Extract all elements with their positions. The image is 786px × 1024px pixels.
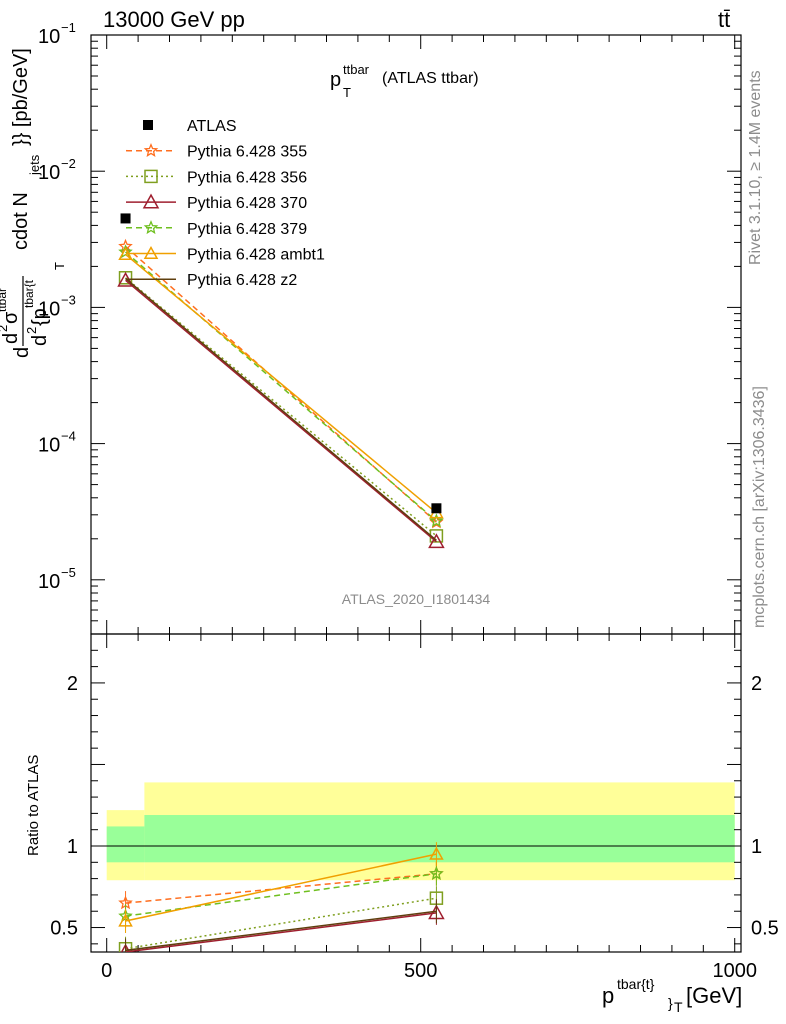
marker-star	[429, 513, 444, 528]
ylabel-sigma: σ	[0, 311, 22, 324]
ratio-y-tick-label-right: 1	[751, 836, 762, 858]
energy-label: 13000 GeV pp	[103, 7, 245, 32]
ylabel-p-sub: tbar{t	[22, 279, 36, 308]
ylabel-T: T	[52, 262, 67, 270]
data-point-atlas	[120, 213, 131, 224]
title-main: p	[330, 69, 341, 91]
mcplots-label: mcplots.cern.ch [arXiv:1306.3436]	[751, 386, 768, 628]
ylabel-d-top: d	[0, 333, 22, 344]
ratio-series-line	[125, 853, 437, 922]
y-axis-label: d d 2 σ ttbar d 2 {p tbar{t T cdot N jet…	[0, 48, 67, 358]
marker-triangle	[118, 913, 133, 927]
process-label: tt̄	[718, 7, 730, 32]
ylabel-d: d	[11, 347, 33, 358]
ylabel-two-bottom: 2	[24, 327, 39, 334]
ratio-plot-frame	[90, 633, 742, 953]
y-tick-label-base: 10	[38, 298, 60, 320]
xlabel-sub: T	[674, 999, 683, 1015]
legend-label: Pythia 6.428 ambt1	[187, 247, 325, 264]
xlabel-unit: [GeV]	[686, 983, 742, 1008]
marker-triangle	[143, 245, 159, 260]
title-sup: ttbar	[343, 62, 370, 77]
legend-label: Pythia 6.428 370	[187, 195, 307, 212]
y-tick-label-exp: −5	[61, 565, 76, 580]
ratio-series-line	[125, 872, 437, 917]
y-tick-label-exp: −3	[61, 292, 76, 307]
marker-star	[429, 866, 444, 880]
y-tick-label-base: 10	[38, 162, 60, 184]
x-axis-label: p tbar{t} } T [GeV]	[602, 976, 742, 1015]
xlabel-sup: tbar{t}	[617, 976, 655, 992]
y-tick-label-base: 10	[38, 435, 60, 457]
ratio-series-line	[125, 897, 437, 950]
marker-triangle	[429, 846, 444, 860]
ratio-series-line	[125, 912, 437, 952]
xlabel-brace: }	[668, 995, 673, 1011]
series-line	[125, 279, 437, 543]
ratio-series-line	[125, 910, 437, 952]
ylabel-jets: jets	[27, 154, 42, 176]
ratio-series-group	[118, 842, 445, 952]
ylabel-p-open: {p	[29, 308, 51, 326]
marker-star	[143, 220, 159, 235]
x-tick-label: 0	[101, 960, 112, 982]
legend-label: Pythia 6.428 z2	[187, 272, 297, 289]
ratio-series-line	[125, 872, 437, 904]
y-tick-label-exp: −4	[61, 429, 76, 444]
x-tick-label: 1000	[712, 960, 757, 982]
marker-triangle	[120, 943, 131, 952]
marker-star	[143, 143, 159, 157]
legend-label-atlas: ATLAS	[187, 118, 237, 135]
legend-marker-atlas	[143, 120, 153, 130]
y-tick-label-base: 10	[38, 26, 60, 48]
ratio-y-tick-label-left: 0.5	[50, 918, 78, 940]
ylabel-rest: cdot N	[10, 192, 32, 250]
y-tick-label-base: 10	[38, 571, 60, 593]
legend-label: Pythia 6.428 379	[187, 221, 307, 238]
analysis-id: ATLAS_2020_I1801434	[342, 591, 491, 607]
rivet-label: Rivet 3.1.10, ≥ 1.4M events	[747, 70, 764, 265]
plot-title: p ttbar T (ATLAS ttbar)	[330, 62, 479, 100]
ylabel-d-bottom: d	[29, 335, 51, 346]
data-point-atlas	[431, 503, 442, 514]
uncertainty-band-green	[106, 826, 145, 863]
title-rest: (ATLAS ttbar)	[382, 70, 479, 87]
ratio-y-tick-label-left: 2	[67, 673, 78, 695]
series-line	[125, 277, 437, 541]
marker-square	[118, 271, 133, 285]
title-sub: T	[343, 85, 351, 100]
xlabel-p: p	[602, 983, 614, 1008]
y-tick-label-exp: −1	[61, 20, 76, 35]
marker-square	[144, 169, 158, 184]
marker-triangle	[142, 193, 160, 209]
series-line	[125, 253, 437, 514]
y-tick-label-exp: −2	[61, 156, 76, 171]
ratio-y-tick-label-left: 1	[67, 836, 78, 858]
main-series-group	[117, 213, 445, 549]
legend-label: Pythia 6.428 355	[187, 144, 307, 161]
series-line	[125, 277, 437, 537]
ratio-y-tick-label-right: 2	[751, 673, 762, 695]
series-line	[125, 251, 437, 522]
marker-triangle	[428, 533, 445, 549]
legend-label: Pythia 6.428 356	[187, 169, 307, 186]
ratio-y-label: Ratio to ATLAS	[25, 755, 42, 856]
x-tick-label: 500	[404, 960, 437, 982]
ratio-y-tick-label-right: 0.5	[751, 918, 779, 940]
ylabel-tail: }} [pb/GeV]	[10, 48, 32, 146]
ylabel-sigma-sup: ttbar	[0, 288, 9, 312]
ylabel-two-top: 2	[0, 325, 10, 332]
